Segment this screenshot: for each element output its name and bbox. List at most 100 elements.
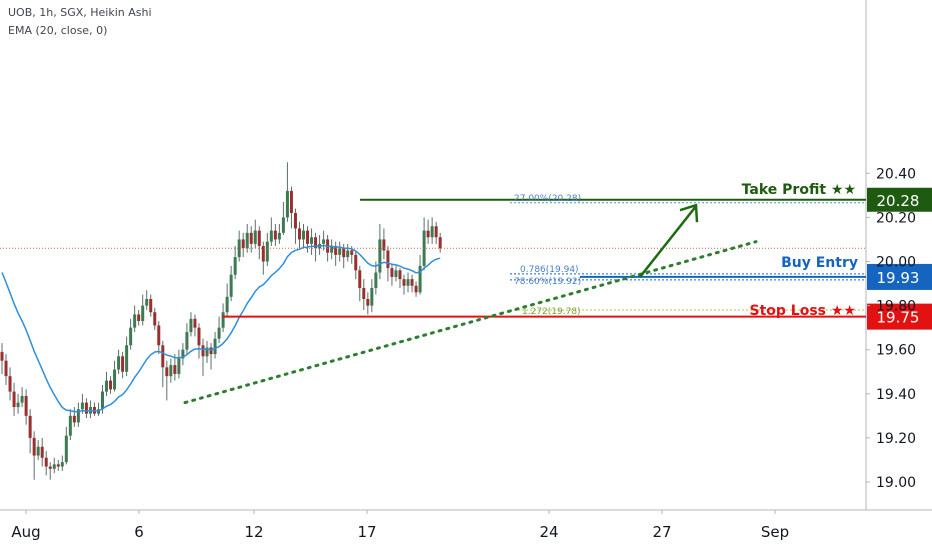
candle-body [241, 239, 245, 249]
candle-body [330, 246, 334, 253]
candle-body [145, 298, 149, 306]
stop-loss-price-label: 19.75 [877, 309, 920, 327]
y-tick-label: 20.40 [876, 166, 916, 182]
candle-body [354, 254, 358, 271]
candle-body [378, 239, 382, 273]
candle-body [338, 248, 342, 255]
candle-body [60, 462, 64, 467]
candle-body [370, 287, 374, 306]
candle-body [265, 241, 269, 262]
candle-body [56, 464, 60, 467]
candle-body [346, 250, 350, 258]
grid-layer [0, 0, 932, 511]
candle-body [434, 226, 438, 238]
take-profit-label: Take Profit ★★ [742, 182, 856, 198]
y-tick-label: 19.20 [876, 431, 916, 447]
candle-body [414, 285, 418, 293]
candle-body [297, 228, 301, 240]
stop-loss-fib-label: 1.272(19.78) [522, 307, 581, 317]
candle-body [153, 312, 157, 326]
candle-body [12, 391, 16, 408]
trendline [183, 240, 758, 405]
candle-body [40, 446, 44, 458]
candle-body [382, 239, 386, 251]
candle-body [225, 296, 229, 313]
y-tick-label: 19.00 [876, 475, 916, 491]
candle-body [314, 237, 318, 249]
candle-body [141, 305, 145, 322]
indicator-title[interactable]: EMA (20, close, 0) [8, 24, 108, 37]
take-profit-fib-label: 27.00%(20.28) [514, 194, 581, 204]
candle-body [438, 237, 442, 249]
x-tick-label: 12 [244, 523, 263, 541]
candle-body [185, 332, 189, 350]
candle-body [426, 230, 430, 238]
candle-body [253, 230, 257, 244]
candle-body [105, 380, 109, 392]
candle-body [269, 230, 273, 242]
candle-body [101, 391, 104, 410]
y-tick-label: 20.20 [876, 210, 916, 226]
candle-body [113, 369, 117, 390]
candle-body [394, 270, 398, 277]
candle-body [358, 270, 362, 288]
candle-body [322, 239, 326, 244]
x-tick-label: 6 [134, 523, 144, 541]
candle-body [36, 446, 40, 456]
candle-body [281, 217, 285, 233]
candle-body [68, 415, 72, 436]
candle-body [289, 190, 293, 213]
candle-body [350, 250, 354, 255]
x-tick-label: 17 [357, 523, 376, 541]
candle-body [342, 248, 346, 258]
x-tick-label: Aug [11, 523, 40, 541]
candle-body [80, 402, 84, 410]
candle-body [398, 270, 402, 280]
buy-entry-label: Buy Entry [781, 255, 858, 271]
candle-body [334, 246, 338, 255]
candle-body [257, 230, 261, 247]
candle-body [20, 396, 24, 403]
candle-body [229, 274, 233, 297]
take-profit-price-tag [867, 187, 932, 212]
stop-loss-price-tag [867, 303, 932, 330]
candle-body [233, 257, 237, 275]
candle-body [197, 327, 201, 346]
candle-body [406, 279, 410, 286]
candle-body [302, 230, 305, 240]
candle-body [205, 347, 209, 357]
candle-body [386, 250, 390, 269]
buy-entry-fib-label: 78.60%(19.92) [514, 277, 581, 287]
candle-body [64, 435, 68, 463]
candle-body [117, 356, 121, 370]
projection-arrowhead [679, 203, 699, 223]
candle-body [245, 232, 249, 249]
x-tick-label: 27 [652, 523, 671, 541]
candle-body [189, 318, 193, 333]
candle-body [24, 396, 28, 416]
candle-body [0, 351, 4, 361]
candle-body [52, 464, 56, 469]
candle-body [125, 345, 129, 372]
candle-body [44, 457, 48, 467]
candle-body [277, 232, 281, 240]
buy-entry-price-tag [867, 263, 932, 290]
candle-body [169, 365, 173, 377]
projection-arrow [639, 205, 697, 278]
take-profit-price-label: 20.28 [877, 192, 920, 210]
candle-body [422, 230, 426, 266]
candle-body [48, 466, 52, 469]
candle-body [72, 415, 76, 423]
candle-body [310, 237, 314, 244]
candle-body [193, 318, 197, 328]
candles-layer [0, 162, 442, 480]
candle-body [285, 190, 289, 218]
candle-body [430, 226, 434, 238]
candle-body [390, 268, 394, 277]
y-tick-label: 19.40 [876, 387, 916, 403]
candle-body [161, 345, 165, 368]
symbol-title[interactable]: UOB, 1h, SGX, Heikin Ashi [8, 6, 152, 19]
buy-entry-fib-label: 0.786(19.94) [520, 265, 579, 275]
